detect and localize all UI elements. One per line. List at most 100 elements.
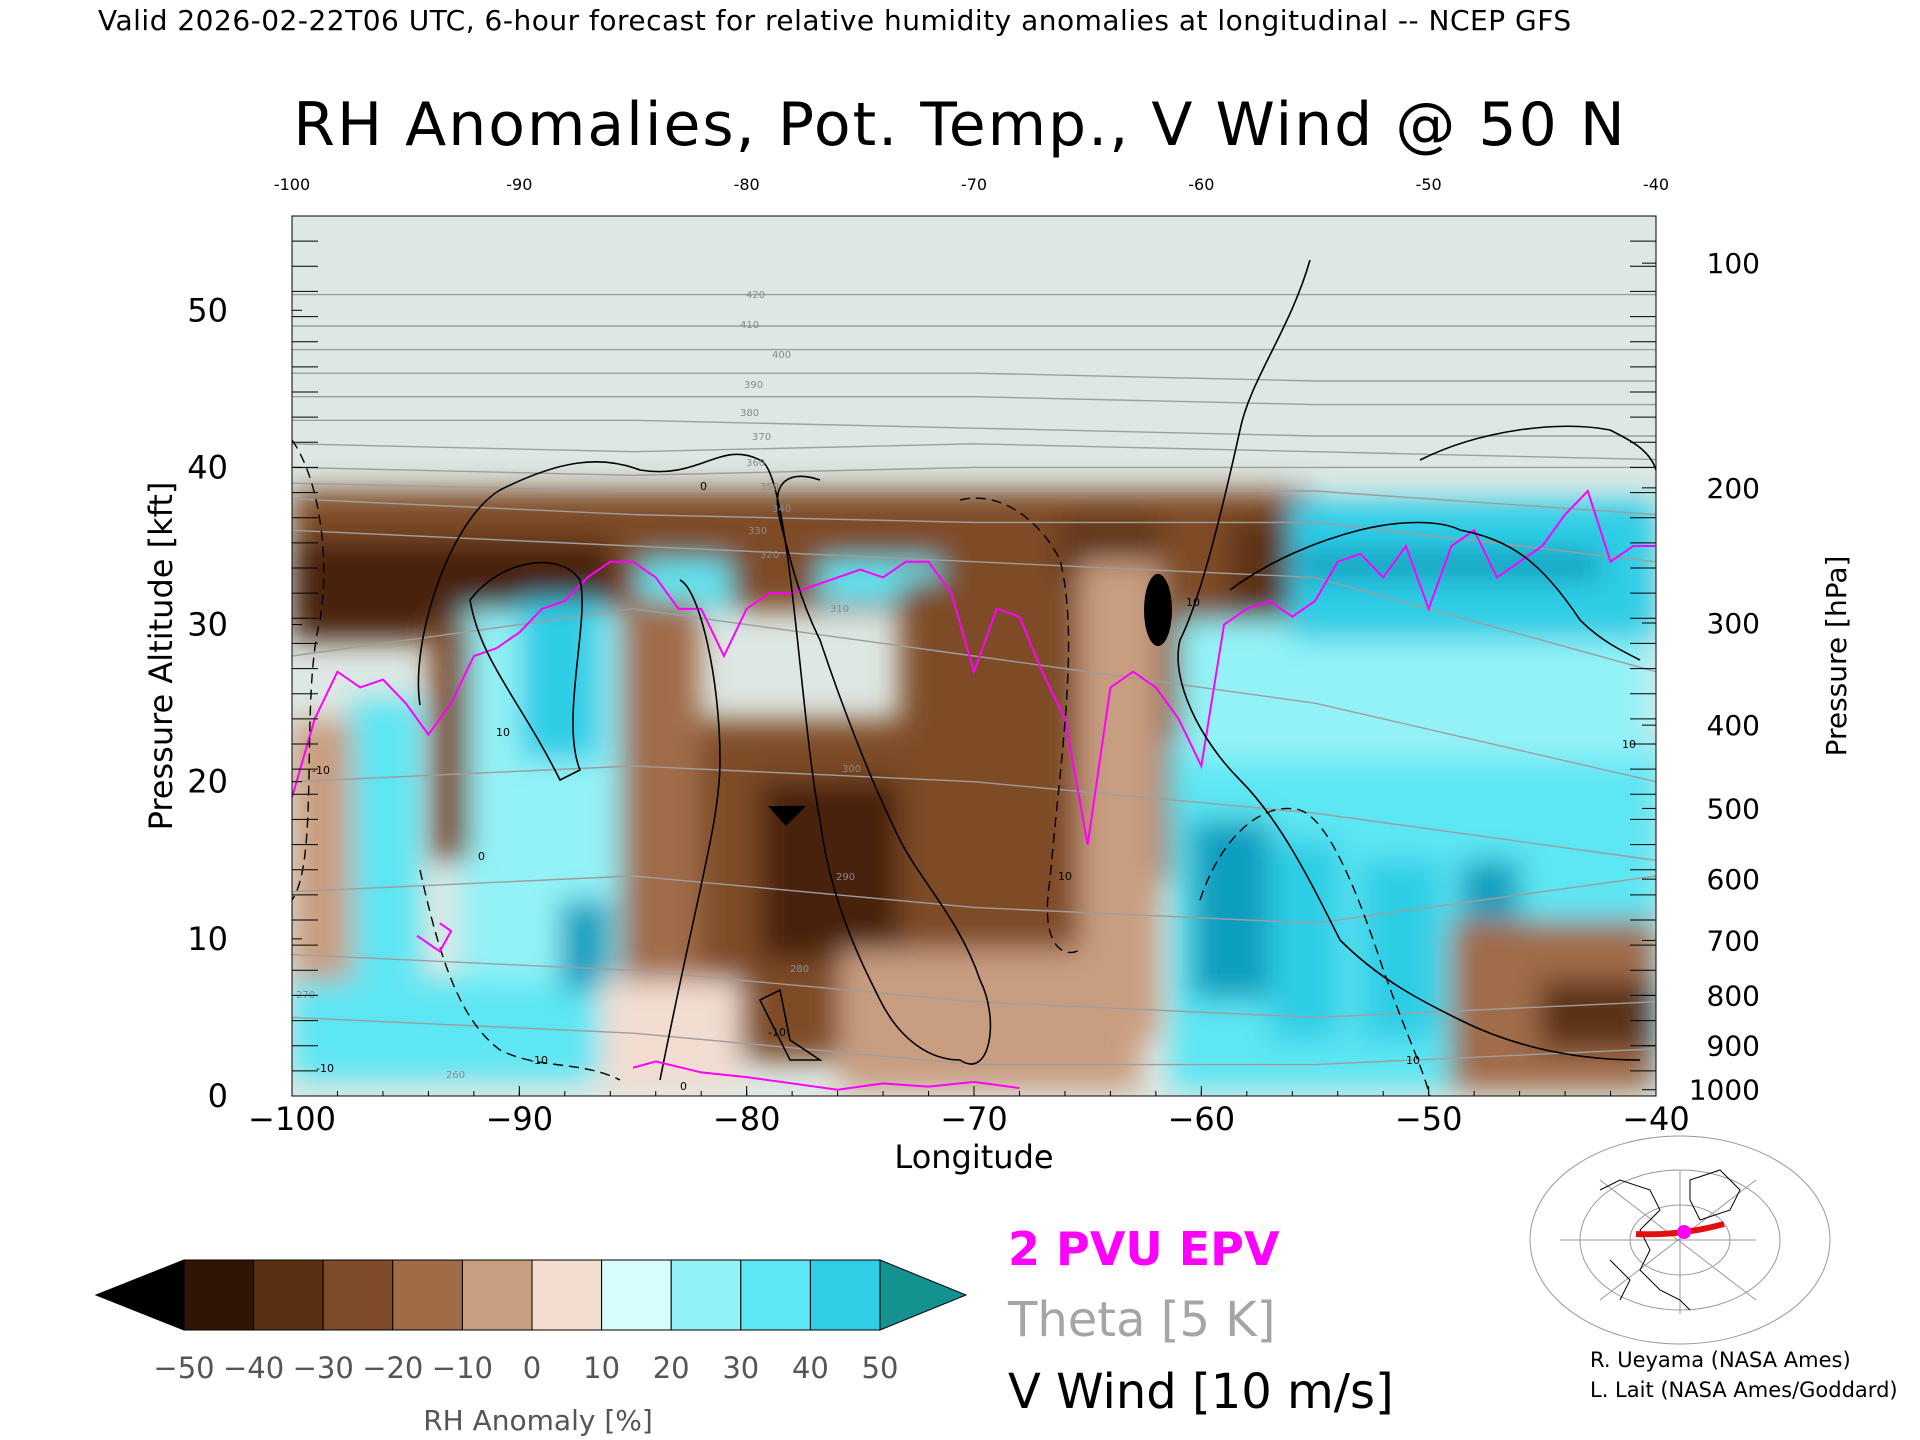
colorbar-bin	[740, 1259, 811, 1331]
x-axis-label: Longitude	[894, 1138, 1053, 1176]
colorbar-tick-label: 50	[862, 1351, 899, 1385]
svg-text:380: 380	[740, 408, 759, 419]
rh-min-pocket-upper	[1144, 574, 1172, 646]
x-axis-bottom: −100 −90 −80 −70 −60 −50 −40	[248, 1086, 1690, 1138]
v-wind-label: 0	[680, 1080, 687, 1093]
pressure-tick-label: 200	[1707, 472, 1760, 505]
svg-text:410: 410	[740, 320, 759, 331]
colorbar-label: RH Anomaly [%]	[423, 1404, 653, 1437]
v-wind-contours-negative	[292, 439, 1431, 1096]
colorbar-tick-label: −10	[432, 1351, 493, 1385]
colorbar-bin	[601, 1259, 672, 1331]
rh-anomaly-colorbar: −50 −40 −30 −20 −10 0 10 20 30 40 50	[94, 1259, 968, 1385]
x-tick-label: −40	[1622, 1100, 1690, 1138]
theta-contour-270	[292, 1016, 1656, 1066]
colorbar-bin	[322, 1259, 394, 1331]
theta-contour-330	[292, 498, 1656, 563]
theta-contour-300	[292, 765, 1656, 861]
theta-contour-350	[292, 466, 1656, 476]
x-tick-label: −50	[1395, 1100, 1463, 1138]
pressure-tick-label: 500	[1707, 792, 1760, 825]
theta-contour-380	[292, 396, 1656, 406]
y-axis-label-right: Pressure [hPa]	[1820, 556, 1853, 757]
epv-2pvu-line-low	[632, 1060, 1020, 1091]
svg-text:370: 370	[752, 432, 771, 443]
plot-area: 0 10 0 10 -10 -10 -10 10 0 10 -10 10 420…	[292, 216, 1656, 1096]
v-wind-label: 10	[1058, 870, 1072, 883]
epv-2pvu-line	[292, 489, 1656, 845]
v-wind-label: 0	[478, 850, 485, 863]
v-wind-contour-10-west	[469, 561, 583, 782]
y-axis-right: 100 200 300 400 500 600 700 800 900 1000	[1630, 240, 1760, 1107]
svg-text:260: 260	[446, 1070, 465, 1081]
v-wind-contour-0-mid	[659, 579, 721, 1081]
pressure-tick-label: 600	[1707, 863, 1760, 896]
v-wind-contours	[417, 259, 1656, 1081]
colorbar-tick-label: 40	[792, 1351, 829, 1385]
v-wind-label: -10	[768, 1026, 786, 1039]
svg-text:360: 360	[746, 458, 765, 469]
v-wind-label: -10	[316, 1062, 334, 1075]
y-tick-label: 50	[187, 291, 228, 329]
y-tick-label: 20	[187, 763, 228, 801]
x-top-tick-label: -100	[274, 175, 310, 194]
theta-inline-labels: 420 410 400 390 380 370 360 350 340 330 …	[296, 290, 861, 1081]
colorbar-bin	[392, 1259, 463, 1331]
pressure-tick-label: 900	[1707, 1030, 1760, 1063]
colorbar-tick-label: 20	[653, 1351, 690, 1385]
v-wind-contour-labels: 0 10 0 10 -10 -10 -10 10 0 10 -10 10	[312, 480, 1636, 1093]
theta-contour-390	[292, 372, 1656, 382]
colorbar-bin	[670, 1259, 742, 1331]
x-top-tick-label: -70	[961, 175, 987, 194]
v-wind-label: 10	[1622, 738, 1636, 751]
x-top-tick-label: -50	[1416, 175, 1442, 194]
colorbar-over-triangle	[879, 1259, 968, 1331]
v-wind-label: -10	[530, 1054, 548, 1067]
y-axis-left: 0 10 20 30 40 50	[187, 240, 318, 1115]
colorbar-bin	[809, 1259, 881, 1331]
colorbar-tick-label: −20	[362, 1351, 423, 1385]
svg-text:400: 400	[772, 350, 791, 361]
svg-text:310: 310	[830, 604, 849, 615]
svg-text:340: 340	[772, 504, 791, 515]
v-wind-label: 10	[1406, 1054, 1420, 1067]
svg-text:280: 280	[790, 964, 809, 975]
y-axis-label-left: Pressure Altitude [kft]	[142, 482, 180, 831]
v-wind-contour-neg-mid	[959, 497, 1081, 954]
y-tick-label: 0	[208, 1077, 228, 1115]
x-top-tick-label: -60	[1188, 175, 1214, 194]
v-wind-contour-neg-low	[419, 869, 621, 1081]
x-tick-label: −80	[713, 1100, 781, 1138]
y-tick-label: 10	[187, 920, 228, 958]
pressure-tick-label: 700	[1707, 924, 1760, 957]
colorbar-bin	[183, 1259, 255, 1331]
legend-vwind: V Wind [10 m/s]	[1008, 1364, 1394, 1420]
pressure-tick-label: 400	[1707, 709, 1760, 742]
theta-contour-370	[292, 419, 1656, 437]
colorbar-under-triangle	[94, 1259, 185, 1331]
cross-section-marker	[1677, 1225, 1691, 1239]
pressure-tick-label: 1000	[1689, 1074, 1760, 1107]
theta-contour-280	[292, 953, 1656, 1019]
pressure-tick-label: 300	[1707, 607, 1760, 640]
x-axis-top: -100 -90 -80 -70 -60 -50 -40	[274, 175, 1669, 194]
v-wind-label: 10	[1186, 596, 1200, 609]
theta-contours	[292, 293, 1656, 1066]
x-tick-label: −90	[486, 1100, 554, 1138]
rh-anomaly-field	[292, 490, 1656, 1090]
svg-text:390: 390	[744, 380, 763, 391]
v-wind-contour-0-east	[1177, 259, 1641, 1061]
locator-map-inset	[1529, 1135, 1831, 1345]
x-tick-label: −60	[1168, 1100, 1236, 1138]
colorbar-tick-label: −30	[293, 1351, 354, 1385]
theta-contour-340	[292, 482, 1656, 516]
x-tick-label: −100	[248, 1100, 336, 1138]
v-wind-label: 10	[496, 726, 510, 739]
epv-2pvu-line-blob	[416, 922, 453, 953]
v-wind-contour-small	[758, 988, 823, 1061]
x-top-tick-label: -40	[1643, 175, 1669, 194]
colorbar-bin	[531, 1259, 603, 1331]
colorbar-tick-label: 10	[583, 1351, 620, 1385]
plot-title: RH Anomalies, Pot. Temp., V Wind @ 50 N	[293, 90, 1627, 160]
v-wind-contour-neg-east	[1199, 807, 1431, 1096]
